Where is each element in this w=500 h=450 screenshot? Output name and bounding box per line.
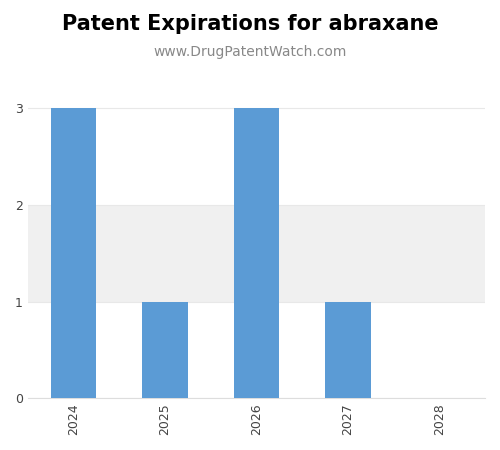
Bar: [28, 205, 485, 302]
Text: www.DrugPatentWatch.com: www.DrugPatentWatch.com: [154, 45, 346, 59]
Bar: [142, 302, 188, 398]
Bar: [50, 108, 96, 398]
Bar: [234, 108, 280, 398]
Text: Patent Expirations for abraxane: Patent Expirations for abraxane: [62, 14, 438, 33]
Bar: [325, 302, 370, 398]
